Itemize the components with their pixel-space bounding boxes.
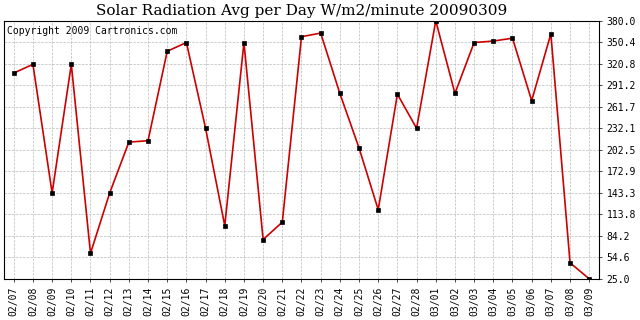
Title: Solar Radiation Avg per Day W/m2/minute 20090309: Solar Radiation Avg per Day W/m2/minute … [96,4,507,18]
Text: Copyright 2009 Cartronics.com: Copyright 2009 Cartronics.com [7,26,177,36]
